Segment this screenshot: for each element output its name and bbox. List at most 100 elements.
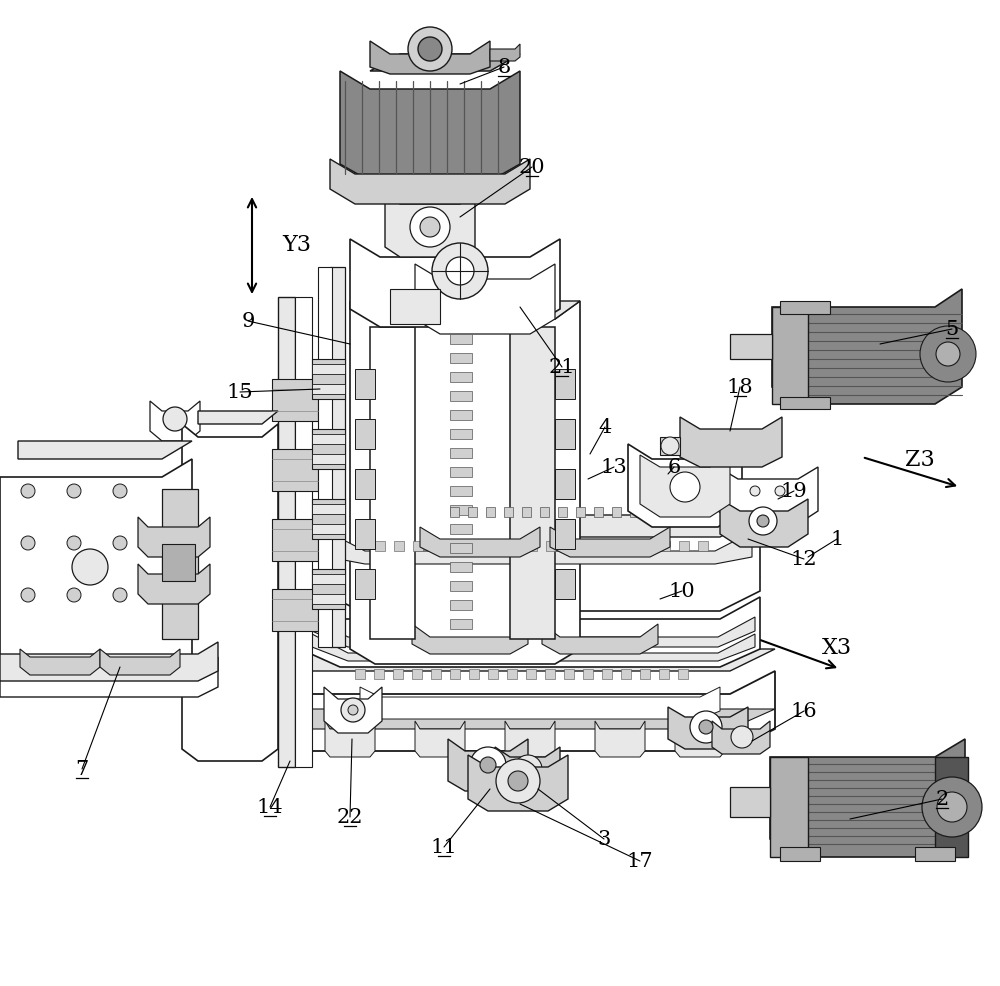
Polygon shape bbox=[450, 373, 472, 383]
Polygon shape bbox=[718, 467, 818, 525]
Polygon shape bbox=[312, 525, 345, 534]
Circle shape bbox=[936, 343, 960, 367]
Circle shape bbox=[408, 28, 452, 72]
Polygon shape bbox=[450, 449, 472, 458]
Polygon shape bbox=[450, 430, 472, 440]
Polygon shape bbox=[450, 486, 472, 497]
Polygon shape bbox=[272, 450, 318, 491]
Polygon shape bbox=[555, 469, 575, 500]
Polygon shape bbox=[340, 72, 520, 181]
Polygon shape bbox=[489, 541, 499, 551]
Polygon shape bbox=[370, 55, 520, 72]
Polygon shape bbox=[360, 516, 760, 537]
Text: 21: 21 bbox=[549, 358, 575, 377]
Circle shape bbox=[749, 508, 777, 535]
Polygon shape bbox=[565, 541, 575, 551]
Text: 14: 14 bbox=[257, 798, 283, 816]
Text: 22: 22 bbox=[337, 808, 363, 826]
Polygon shape bbox=[546, 541, 556, 551]
Polygon shape bbox=[300, 598, 760, 668]
Polygon shape bbox=[415, 722, 465, 757]
Polygon shape bbox=[375, 302, 580, 319]
Polygon shape bbox=[20, 650, 100, 675]
Text: 8: 8 bbox=[497, 58, 511, 78]
Polygon shape bbox=[648, 508, 657, 518]
Polygon shape bbox=[564, 669, 574, 679]
Polygon shape bbox=[138, 518, 210, 557]
Polygon shape bbox=[375, 541, 385, 551]
Polygon shape bbox=[915, 847, 955, 861]
Polygon shape bbox=[412, 669, 422, 679]
Circle shape bbox=[21, 484, 35, 499]
Text: 20: 20 bbox=[519, 159, 545, 177]
Text: 2: 2 bbox=[935, 790, 949, 809]
Circle shape bbox=[750, 486, 760, 497]
Polygon shape bbox=[602, 669, 612, 679]
Text: Z3: Z3 bbox=[905, 449, 935, 470]
Polygon shape bbox=[678, 669, 688, 679]
Polygon shape bbox=[320, 537, 760, 611]
Polygon shape bbox=[550, 528, 670, 557]
Polygon shape bbox=[558, 508, 567, 518]
Polygon shape bbox=[450, 562, 472, 573]
Polygon shape bbox=[350, 240, 560, 327]
Circle shape bbox=[731, 727, 753, 748]
Polygon shape bbox=[504, 508, 513, 518]
Polygon shape bbox=[385, 195, 475, 257]
Polygon shape bbox=[780, 397, 830, 409]
Text: 15: 15 bbox=[227, 384, 253, 402]
Polygon shape bbox=[668, 707, 748, 749]
Polygon shape bbox=[265, 671, 775, 751]
Text: 4: 4 bbox=[598, 418, 612, 437]
Text: 1: 1 bbox=[830, 529, 844, 549]
Polygon shape bbox=[555, 570, 575, 599]
Text: 9: 9 bbox=[241, 313, 255, 331]
Polygon shape bbox=[324, 687, 382, 734]
Polygon shape bbox=[312, 570, 345, 609]
Circle shape bbox=[757, 516, 769, 528]
Polygon shape bbox=[100, 650, 180, 675]
Polygon shape bbox=[507, 669, 517, 679]
Polygon shape bbox=[278, 298, 295, 767]
Polygon shape bbox=[770, 757, 808, 857]
Polygon shape bbox=[576, 508, 585, 518]
Polygon shape bbox=[138, 564, 210, 604]
Polygon shape bbox=[360, 687, 720, 719]
Polygon shape bbox=[312, 500, 345, 539]
Circle shape bbox=[922, 777, 982, 837]
Polygon shape bbox=[312, 430, 345, 469]
Circle shape bbox=[514, 755, 542, 783]
Circle shape bbox=[446, 257, 474, 286]
Polygon shape bbox=[450, 669, 460, 679]
Polygon shape bbox=[698, 541, 708, 551]
Polygon shape bbox=[470, 541, 480, 551]
Polygon shape bbox=[622, 541, 632, 551]
Circle shape bbox=[341, 698, 365, 723]
Polygon shape bbox=[684, 508, 693, 518]
Polygon shape bbox=[450, 582, 472, 592]
Polygon shape bbox=[780, 302, 830, 315]
Polygon shape bbox=[450, 508, 459, 518]
Polygon shape bbox=[355, 520, 375, 549]
Text: 13: 13 bbox=[601, 458, 627, 477]
Polygon shape bbox=[355, 669, 365, 679]
Polygon shape bbox=[330, 268, 345, 648]
Polygon shape bbox=[272, 380, 318, 422]
Polygon shape bbox=[450, 600, 472, 610]
Polygon shape bbox=[730, 787, 770, 817]
Polygon shape bbox=[720, 500, 808, 547]
Circle shape bbox=[480, 757, 496, 773]
Polygon shape bbox=[198, 411, 278, 425]
Circle shape bbox=[21, 536, 35, 550]
Polygon shape bbox=[450, 619, 472, 629]
Polygon shape bbox=[488, 669, 498, 679]
Polygon shape bbox=[555, 420, 575, 450]
Text: 11: 11 bbox=[431, 838, 457, 857]
Polygon shape bbox=[450, 525, 472, 534]
Polygon shape bbox=[312, 360, 345, 399]
Polygon shape bbox=[355, 469, 375, 500]
Polygon shape bbox=[510, 327, 555, 639]
Polygon shape bbox=[675, 722, 725, 757]
Polygon shape bbox=[394, 541, 404, 551]
Polygon shape bbox=[772, 290, 962, 404]
